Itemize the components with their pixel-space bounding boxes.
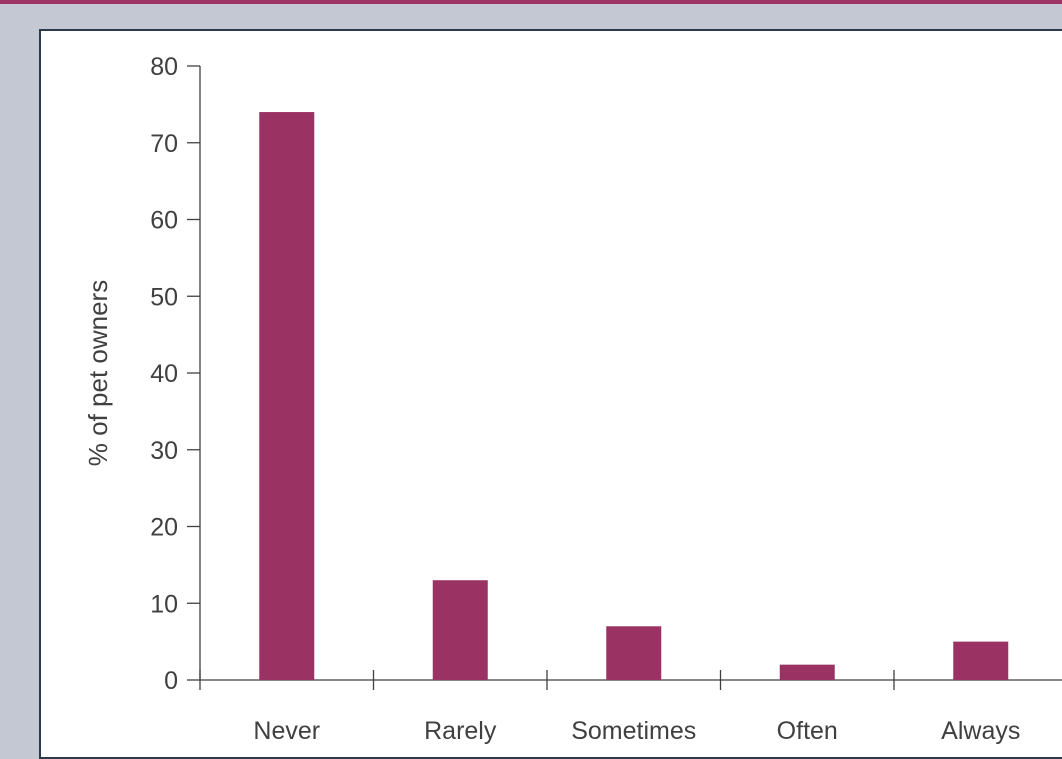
y-tick-label: 80 [150, 53, 178, 81]
x-axis: Never Rarely Sometimes Often Always [199, 670, 1062, 745]
y-tick-label: 50 [150, 283, 178, 311]
x-tick-label: Sometimes [571, 717, 696, 745]
y-tick-label: 20 [150, 514, 178, 542]
y-tick-label: 0 [164, 667, 178, 695]
y-axis: 0 10 20 30 40 50 60 70 80 [150, 53, 201, 695]
x-tick-label: Often [777, 717, 838, 745]
x-tick-label: Rarely [424, 717, 497, 745]
y-tick-label: 60 [150, 207, 178, 235]
y-axis-label: % of pet owners [83, 280, 113, 466]
bar-always [953, 641, 1009, 680]
y-tick-label: 70 [150, 130, 178, 158]
top-accent-rule [0, 0, 1062, 4]
bar-often [779, 664, 835, 680]
y-tick-label: 40 [150, 360, 178, 388]
bar-sometimes [606, 626, 662, 680]
chart-panel [39, 29, 1062, 759]
y-tick-label: 30 [150, 437, 178, 465]
bar-rarely [432, 580, 488, 680]
x-tick-label: Never [253, 717, 320, 745]
bars [259, 112, 1009, 681]
x-tick-label: Always [941, 717, 1020, 745]
y-tick-label: 10 [150, 590, 178, 618]
bar-never [259, 112, 315, 681]
